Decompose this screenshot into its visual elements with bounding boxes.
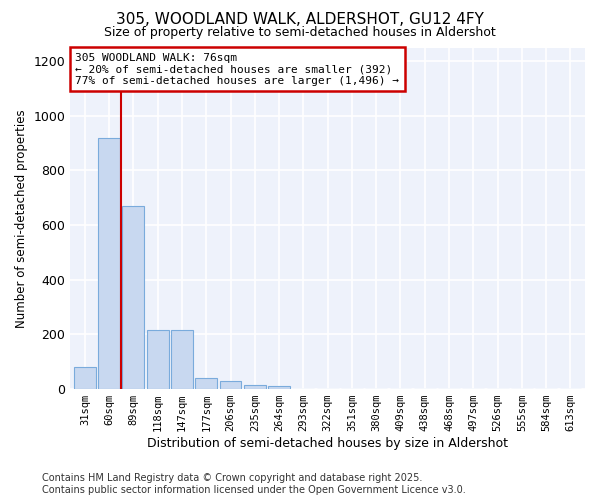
- Y-axis label: Number of semi-detached properties: Number of semi-detached properties: [15, 109, 28, 328]
- Bar: [196, 378, 217, 389]
- Bar: [268, 386, 290, 389]
- Bar: [244, 385, 266, 389]
- Text: 305, WOODLAND WALK, ALDERSHOT, GU12 4FY: 305, WOODLAND WALK, ALDERSHOT, GU12 4FY: [116, 12, 484, 28]
- Bar: [171, 330, 193, 389]
- Bar: [98, 138, 120, 389]
- Bar: [122, 206, 145, 389]
- Bar: [74, 367, 96, 389]
- Text: Size of property relative to semi-detached houses in Aldershot: Size of property relative to semi-detach…: [104, 26, 496, 39]
- Text: 305 WOODLAND WALK: 76sqm
← 20% of semi-detached houses are smaller (392)
77% of : 305 WOODLAND WALK: 76sqm ← 20% of semi-d…: [76, 52, 400, 86]
- Text: Contains HM Land Registry data © Crown copyright and database right 2025.
Contai: Contains HM Land Registry data © Crown c…: [42, 474, 466, 495]
- Bar: [147, 330, 169, 389]
- Bar: [220, 381, 241, 389]
- X-axis label: Distribution of semi-detached houses by size in Aldershot: Distribution of semi-detached houses by …: [147, 437, 508, 450]
